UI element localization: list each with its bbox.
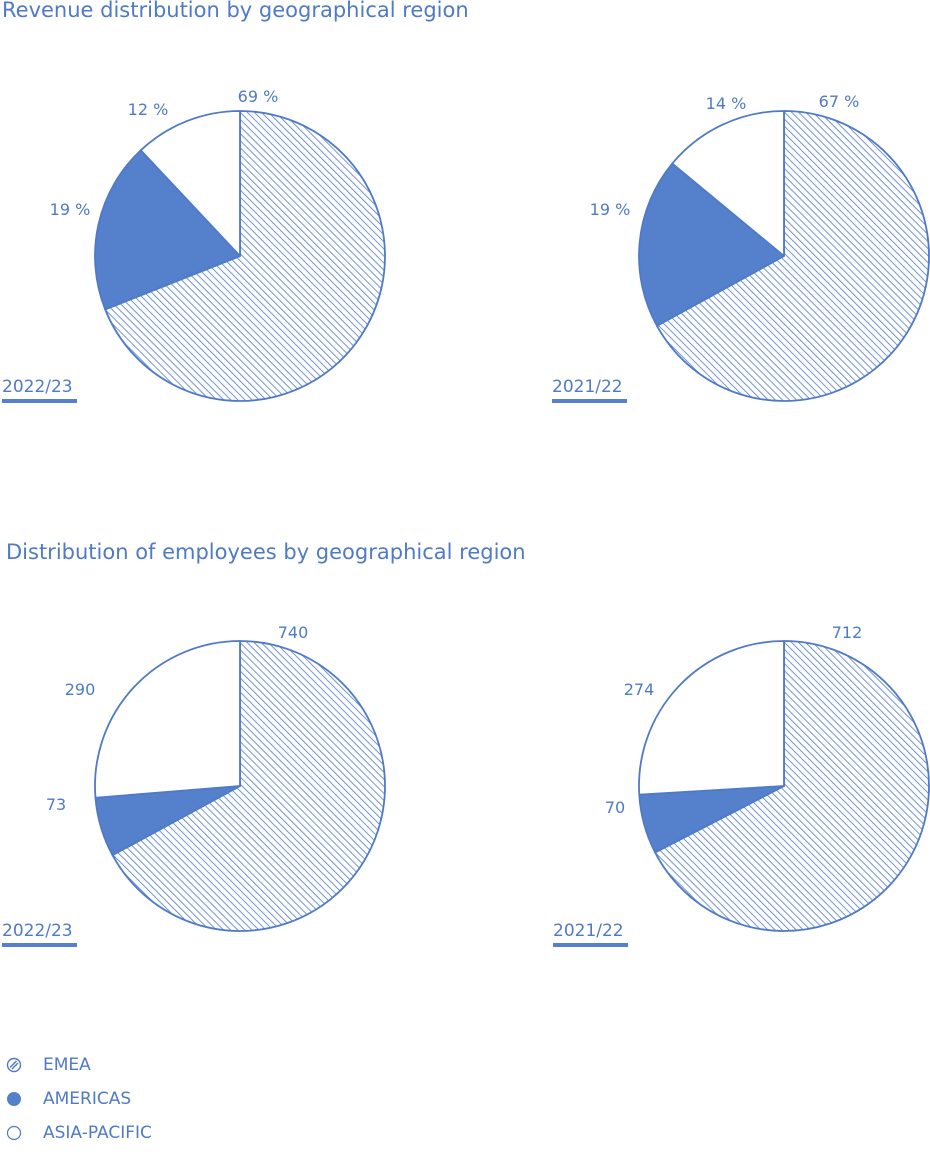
filled-circle-icon [7,1092,21,1106]
hatched-circle-icon [6,1057,22,1073]
slice-value-label: 712 [832,623,863,642]
legend-label: ASIA-PACIFIC [43,1123,152,1143]
slice-value-label: 70 [605,798,625,817]
year-underline [2,943,77,947]
slice-asia-pacific [139,110,241,257]
slice-americas [638,162,785,327]
slice-value-label: 19 % [590,200,631,219]
year-underline [2,399,77,403]
slice-value-label: 274 [624,680,655,699]
year-underline [553,943,628,947]
slice-americas [94,149,241,311]
slice-asia-pacific [94,640,241,799]
year-underline [552,399,627,403]
revenue-chart-title: Revenue distribution by geographical reg… [2,0,469,22]
slice-value-label: 290 [65,680,96,699]
slice-emea [104,110,386,402]
empty-circle-icon [6,1125,22,1141]
year-label: 2021/22 [552,377,623,397]
legend-label: EMEA [43,1055,91,1075]
legend-label: AMERICAS [43,1089,132,1109]
slice-value-label: 14 % [706,94,747,113]
slice-asia-pacific [638,640,785,796]
year-label: 2022/23 [2,921,73,941]
employees-chart-title: Distribution of employees by geographica… [6,540,526,564]
slice-emea [111,640,386,932]
slice-emea [656,110,930,402]
slice-value-label: 19 % [50,200,91,219]
slice-value-label: 73 [46,795,66,814]
slice-value-label: 67 % [819,92,860,111]
slice-asia-pacific [671,110,785,257]
slice-value-label: 740 [278,623,309,642]
slice-value-label: 12 % [128,100,169,119]
year-label: 2021/22 [553,921,624,941]
slice-emea [654,640,930,932]
slice-value-label: 69 % [238,87,279,106]
year-label: 2022/23 [2,377,73,397]
